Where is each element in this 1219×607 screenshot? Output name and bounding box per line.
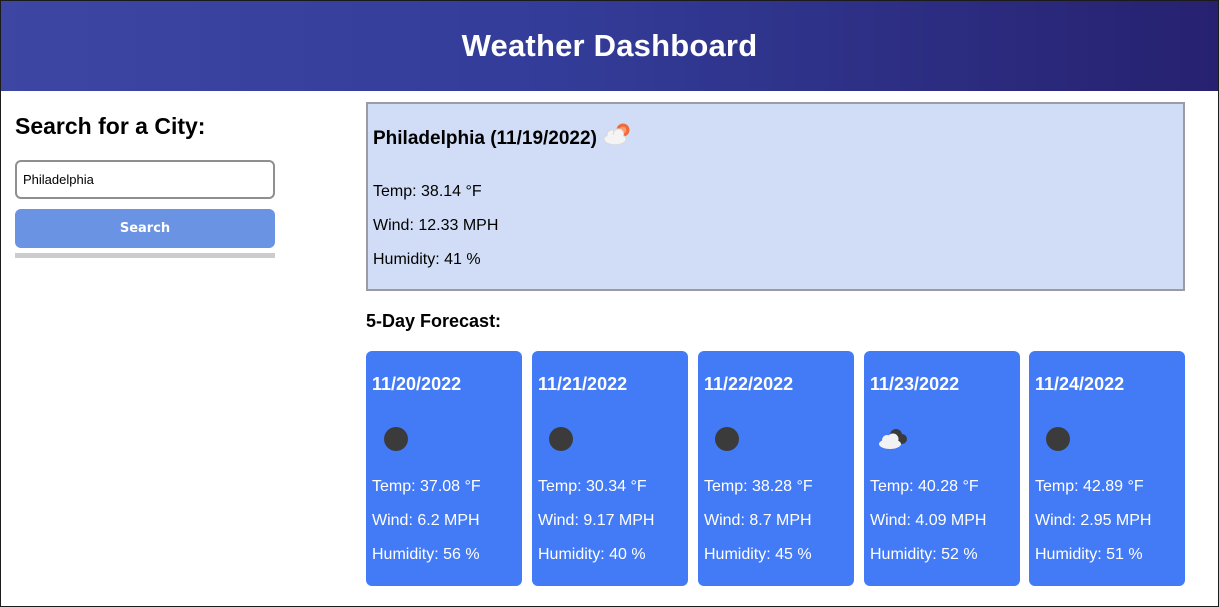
current-weather-panel: Philadelphia (11/19/2022) Temp: 38.14 °F…: [366, 102, 1185, 291]
forecast-temp: Temp: 30.34 °F: [538, 478, 647, 495]
page-title: Weather Dashboard: [461, 28, 758, 63]
clear-night-icon: [549, 427, 573, 451]
current-temp: Temp: 38.14 °F: [373, 183, 482, 200]
partly-cloudy-day-icon: [603, 123, 630, 145]
current-city-title: Philadelphia (11/19/2022): [373, 128, 597, 149]
clear-night-icon: [1046, 427, 1070, 451]
forecast-humidity: Humidity: 56 %: [372, 546, 480, 563]
forecast-wind: Wind: 6.2 MPH: [372, 512, 480, 529]
forecast-date: 11/22/2022: [704, 374, 794, 394]
search-history-divider: [15, 253, 275, 258]
forecast-heading: 5-Day Forecast:: [366, 311, 502, 331]
forecast-wind: Wind: 9.17 MPH: [538, 512, 655, 529]
current-humidity: Humidity: 41 %: [373, 251, 481, 268]
forecast-wind: Wind: 8.7 MPH: [704, 512, 812, 529]
forecast-card: 11/24/2022 Temp: 42.89 °F Wind: 2.95 MPH…: [1029, 351, 1185, 586]
forecast-card: 11/23/2022 Temp: 40.28 °F Wind: 4.09 MPH…: [864, 351, 1020, 586]
forecast-humidity: Humidity: 45 %: [704, 546, 812, 563]
forecast-temp: Temp: 38.28 °F: [704, 478, 813, 495]
clear-night-icon: [384, 427, 408, 451]
forecast-date: 11/24/2022: [1035, 374, 1125, 394]
forecast-date: 11/23/2022: [870, 374, 960, 394]
city-search-input[interactable]: [15, 160, 275, 199]
forecast-temp: Temp: 37.08 °F: [372, 478, 481, 495]
forecast-humidity: Humidity: 51 %: [1035, 546, 1143, 563]
partly-cloudy-night-icon: [879, 429, 907, 449]
forecast-card: 11/22/2022 Temp: 38.28 °F Wind: 8.7 MPH …: [698, 351, 854, 586]
current-wind: Wind: 12.33 MPH: [373, 217, 499, 234]
search-button[interactable]: Search: [15, 209, 275, 248]
forecast-card: 11/20/2022 Temp: 37.08 °F Wind: 6.2 MPH …: [366, 351, 522, 586]
forecast-temp: Temp: 40.28 °F: [870, 478, 979, 495]
app-header: Weather Dashboard: [1, 1, 1218, 91]
forecast-wind: Wind: 2.95 MPH: [1035, 512, 1152, 529]
forecast-temp: Temp: 42.89 °F: [1035, 478, 1144, 495]
search-sidebar: Search for a City: Search: [15, 113, 275, 258]
forecast-humidity: Humidity: 40 %: [538, 546, 646, 563]
forecast-wind: Wind: 4.09 MPH: [870, 512, 987, 529]
forecast-date: 11/20/2022: [372, 374, 462, 394]
clear-night-icon: [715, 427, 739, 451]
search-heading: Search for a City:: [15, 113, 206, 139]
forecast-card: 11/21/2022 Temp: 30.34 °F Wind: 9.17 MPH…: [532, 351, 688, 586]
forecast-humidity: Humidity: 52 %: [870, 546, 978, 563]
forecast-date: 11/21/2022: [538, 374, 628, 394]
